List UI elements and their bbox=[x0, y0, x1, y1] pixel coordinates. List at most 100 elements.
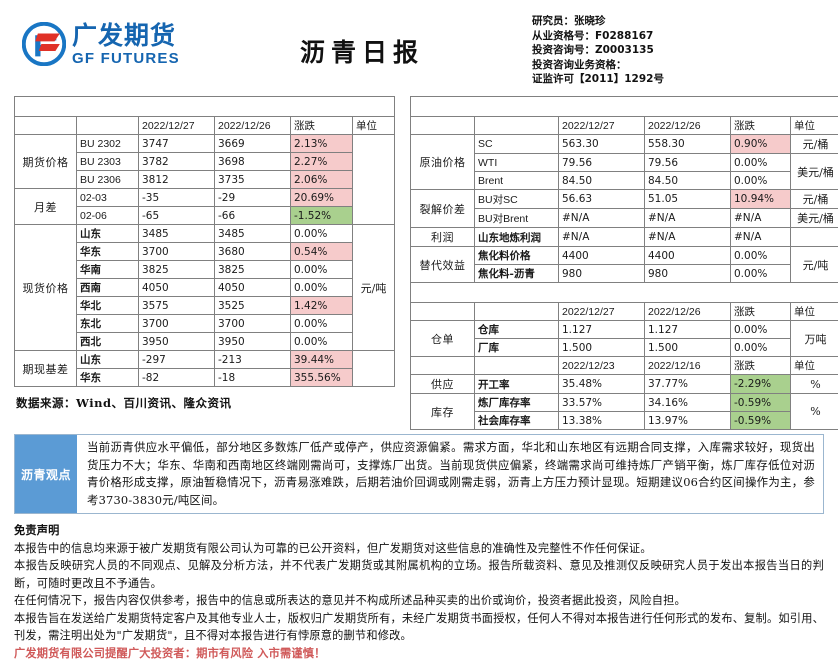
col-header-blank-1 bbox=[411, 357, 475, 375]
table-row: 期现基差 山东 -297 -213 39.44% bbox=[15, 351, 395, 369]
row-value-d1: 3700 bbox=[139, 315, 215, 333]
row-value-d1: 4400 bbox=[559, 247, 645, 265]
row-value-d1: -82 bbox=[139, 369, 215, 387]
risk-warning: 广发期货有限公司提醒广大投资者：期市有风险 入市需谨慎！ bbox=[14, 645, 824, 662]
table-row: 期货价格 BU 2302 3747 3669 2.13% bbox=[15, 135, 395, 153]
row-value-d2: 13.97% bbox=[645, 412, 731, 430]
col-header-date-1: 2022/12/23 bbox=[559, 357, 645, 375]
row-value-d2: 84.50 bbox=[645, 172, 731, 190]
col-header-blank-1 bbox=[15, 117, 77, 135]
row-name: 仓库 bbox=[475, 321, 559, 339]
table-row: 供应 开工率 35.48% 37.77% -2.29% % bbox=[411, 375, 838, 394]
left-section-title: 沥青价格及价差 bbox=[15, 97, 395, 117]
row-value-d1: 980 bbox=[559, 265, 645, 283]
analyst-name: 研究员：张晓珍 bbox=[532, 14, 822, 29]
row-change: 0.00% bbox=[291, 315, 353, 333]
table-header-row: 2022/12/27 2022/12/26 涨跌 单位 bbox=[15, 117, 395, 135]
table-section-title-row: 沥青供需情况 bbox=[411, 283, 838, 303]
row-value-d2: 558.30 bbox=[645, 135, 731, 154]
row-name: 华北 bbox=[77, 297, 139, 315]
page-title: 沥青日报 bbox=[300, 33, 424, 69]
row-name: 焦化料-沥青 bbox=[475, 265, 559, 283]
table-row: 仓单 仓库 1.127 1.127 0.00% 万吨 bbox=[411, 321, 838, 339]
col-header-date-2: 2022/12/26 bbox=[645, 303, 731, 321]
group-label-futures-price: 期货价格 bbox=[15, 135, 77, 189]
unit-cell bbox=[353, 135, 395, 225]
col-header-blank-1 bbox=[411, 117, 475, 135]
logo-text-en: GF FUTURES bbox=[72, 51, 180, 66]
analyst-qualification-label: 投资咨询业务资格： bbox=[532, 58, 822, 73]
row-value-d1: 1.127 bbox=[559, 321, 645, 339]
group-label-inventory: 库存 bbox=[411, 394, 475, 430]
col-header-change: 涨跌 bbox=[731, 303, 791, 321]
analyst-license-number: 从业资格号：F0288167 bbox=[532, 29, 822, 44]
col-header-blank-2 bbox=[475, 357, 559, 375]
row-name: 厂库 bbox=[475, 339, 559, 357]
data-source-note: 数据来源：Wind、百川资讯、隆众资讯 bbox=[14, 387, 394, 416]
row-change: -0.59% bbox=[731, 394, 791, 412]
row-value-d1: 3485 bbox=[139, 225, 215, 243]
analyst-csrc-permit: 证监许可【2011】1292号 bbox=[532, 72, 822, 87]
row-value-d1: 3700 bbox=[139, 243, 215, 261]
group-label-basis: 期现基差 bbox=[15, 351, 77, 387]
disclaimer-paragraph-4: 本报告旨在发送给广发期货特定客户及其他专业人士，版权归广发期货所有，未经广发期货… bbox=[14, 610, 824, 645]
row-value-d2: 3698 bbox=[215, 153, 291, 171]
row-change: 0.00% bbox=[291, 261, 353, 279]
row-value-d2: 34.16% bbox=[645, 394, 731, 412]
row-change: 0.00% bbox=[731, 265, 791, 283]
unit-cell bbox=[353, 351, 395, 387]
unit-cell: % bbox=[791, 394, 838, 430]
row-name: Brent bbox=[475, 172, 559, 190]
row-change: 0.54% bbox=[291, 243, 353, 261]
row-name: 焦化料价格 bbox=[475, 247, 559, 265]
group-label-spot-price: 现货价格 bbox=[15, 225, 77, 351]
analyst-info-block: 研究员：张晓珍 从业资格号：F0288167 投资咨询号：Z0003135 投资… bbox=[532, 14, 822, 87]
row-value-d2: 1.127 bbox=[645, 321, 731, 339]
row-value-d1: 13.38% bbox=[559, 412, 645, 430]
unit-cell: 元/吨 bbox=[791, 247, 838, 283]
row-value-d2: #N/A bbox=[645, 228, 731, 247]
group-label-supply: 供应 bbox=[411, 375, 475, 394]
row-value-d1: 3782 bbox=[139, 153, 215, 171]
row-value-d2: 3669 bbox=[215, 135, 291, 153]
row-change: 39.44% bbox=[291, 351, 353, 369]
row-value-d1: 3575 bbox=[139, 297, 215, 315]
row-value-d2: 3680 bbox=[215, 243, 291, 261]
row-change: 0.00% bbox=[731, 154, 791, 172]
table-row: 原油价格 SC 563.30 558.30 0.90% 元/桶 bbox=[411, 135, 838, 154]
table-header-row: 2022/12/27 2022/12/26 涨跌 单位 bbox=[411, 117, 838, 135]
col-header-change: 涨跌 bbox=[731, 357, 791, 375]
row-name: 华南 bbox=[77, 261, 139, 279]
logo-text-cn: 广发期货 bbox=[72, 23, 180, 48]
row-change: 355.56% bbox=[291, 369, 353, 387]
row-change: 2.06% bbox=[291, 171, 353, 189]
row-name: 炼厂库存率 bbox=[475, 394, 559, 412]
row-change: 2.13% bbox=[291, 135, 353, 153]
row-name: 02-06 bbox=[77, 207, 139, 225]
row-change: 0.00% bbox=[731, 247, 791, 265]
row-value-d1: -35 bbox=[139, 189, 215, 207]
row-name: 山东 bbox=[77, 351, 139, 369]
table-row: 利润 山东地炼利润 #N/A #N/A #N/A bbox=[411, 228, 838, 247]
row-name: WTI bbox=[475, 154, 559, 172]
col-header-date-2: 2022/12/26 bbox=[215, 117, 291, 135]
gf-futures-logo-icon bbox=[22, 22, 66, 66]
analyst-consulting-number: 投资咨询号：Z0003135 bbox=[532, 43, 822, 58]
row-name: 山东 bbox=[77, 225, 139, 243]
row-value-d1: 56.63 bbox=[559, 190, 645, 209]
row-name: 社会库存率 bbox=[475, 412, 559, 430]
row-value-d2: 51.05 bbox=[645, 190, 731, 209]
col-header-unit: 单位 bbox=[791, 117, 838, 135]
row-value-d1: 3950 bbox=[139, 333, 215, 351]
row-name: BU对Brent bbox=[475, 209, 559, 228]
row-value-d1: 4050 bbox=[139, 279, 215, 297]
row-value-d1: 1.500 bbox=[559, 339, 645, 357]
row-name: 西北 bbox=[77, 333, 139, 351]
cost-and-profit-table: 沥青成本和利润 2022/12/27 2022/12/26 涨跌 单位 原油价格… bbox=[410, 96, 838, 430]
group-label-crack-spread: 裂解价差 bbox=[411, 190, 475, 228]
row-value-d1: 3812 bbox=[139, 171, 215, 189]
row-change: 10.94% bbox=[731, 190, 791, 209]
row-value-d2: 1.500 bbox=[645, 339, 731, 357]
row-value-d2: 3735 bbox=[215, 171, 291, 189]
disclaimer-section: 免责声明 本报告中的信息均来源于被广发期货有限公司认为可靠的已公开资料，但广发期… bbox=[14, 522, 824, 662]
